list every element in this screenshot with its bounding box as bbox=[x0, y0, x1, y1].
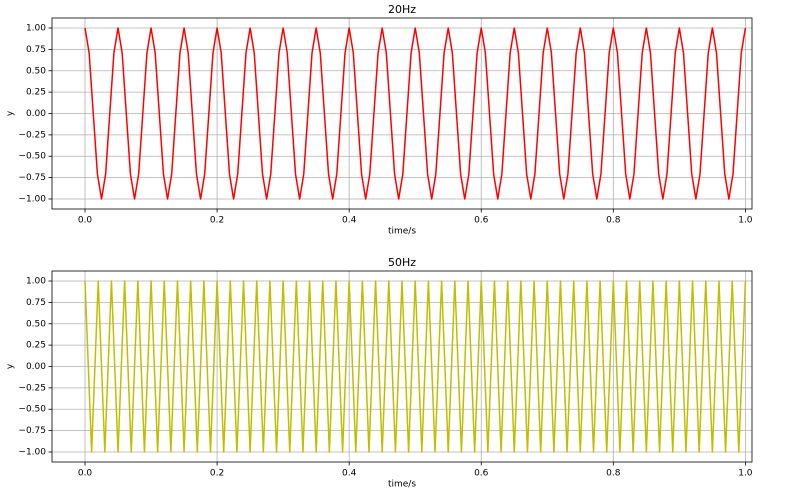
y-tick-label: −0.25 bbox=[18, 383, 46, 393]
y-tick-label: −0.75 bbox=[18, 426, 46, 436]
y-tick-label: 1.00 bbox=[26, 277, 46, 287]
signal-line bbox=[84, 27, 747, 200]
y-tick-label: 0.75 bbox=[26, 298, 46, 308]
axes-frame bbox=[51, 270, 753, 463]
y-tick-label: −0.50 bbox=[18, 152, 46, 162]
x-axis-label: time/s bbox=[388, 480, 416, 490]
x-tick-label: 0.0 bbox=[78, 216, 93, 226]
x-tick-label: 0.6 bbox=[474, 216, 489, 226]
chart-title: 20Hz bbox=[388, 3, 416, 16]
y-axis-label: y bbox=[6, 363, 16, 369]
y-axis-label: y bbox=[6, 110, 16, 116]
y-tick-label: −0.25 bbox=[18, 130, 46, 140]
x-tick-label: 1.0 bbox=[738, 469, 753, 479]
x-tick-label: 1.0 bbox=[738, 216, 753, 226]
signal-line bbox=[84, 280, 747, 453]
y-tick-label: 0.25 bbox=[26, 88, 46, 98]
y-tick-label: −1.00 bbox=[18, 194, 46, 204]
y-tick-label: 0.25 bbox=[26, 341, 46, 351]
x-tick-label: 0.4 bbox=[342, 469, 357, 479]
y-tick-label: 0.00 bbox=[26, 362, 46, 372]
y-tick-label: −1.00 bbox=[18, 447, 46, 457]
y-tick-label: 0.00 bbox=[26, 109, 46, 119]
x-axis-label: time/s bbox=[388, 227, 416, 237]
axes-frame bbox=[51, 17, 753, 210]
x-tick-label: 0.2 bbox=[210, 216, 224, 226]
x-tick-label: 0.6 bbox=[474, 469, 489, 479]
chart-title: 50Hz bbox=[388, 256, 416, 269]
y-tick-label: 0.75 bbox=[26, 45, 46, 55]
y-tick-label: 0.50 bbox=[26, 66, 46, 76]
y-tick-label: −0.50 bbox=[18, 405, 46, 415]
y-tick-label: 1.00 bbox=[26, 24, 46, 34]
x-tick-label: 0.2 bbox=[210, 469, 224, 479]
y-tick-label: 0.50 bbox=[26, 319, 46, 329]
y-tick-label: −0.75 bbox=[18, 173, 46, 183]
x-tick-label: 0.8 bbox=[606, 469, 621, 479]
x-tick-label: 0.8 bbox=[606, 216, 621, 226]
x-tick-label: 0.0 bbox=[78, 469, 93, 479]
x-tick-label: 0.4 bbox=[342, 216, 357, 226]
